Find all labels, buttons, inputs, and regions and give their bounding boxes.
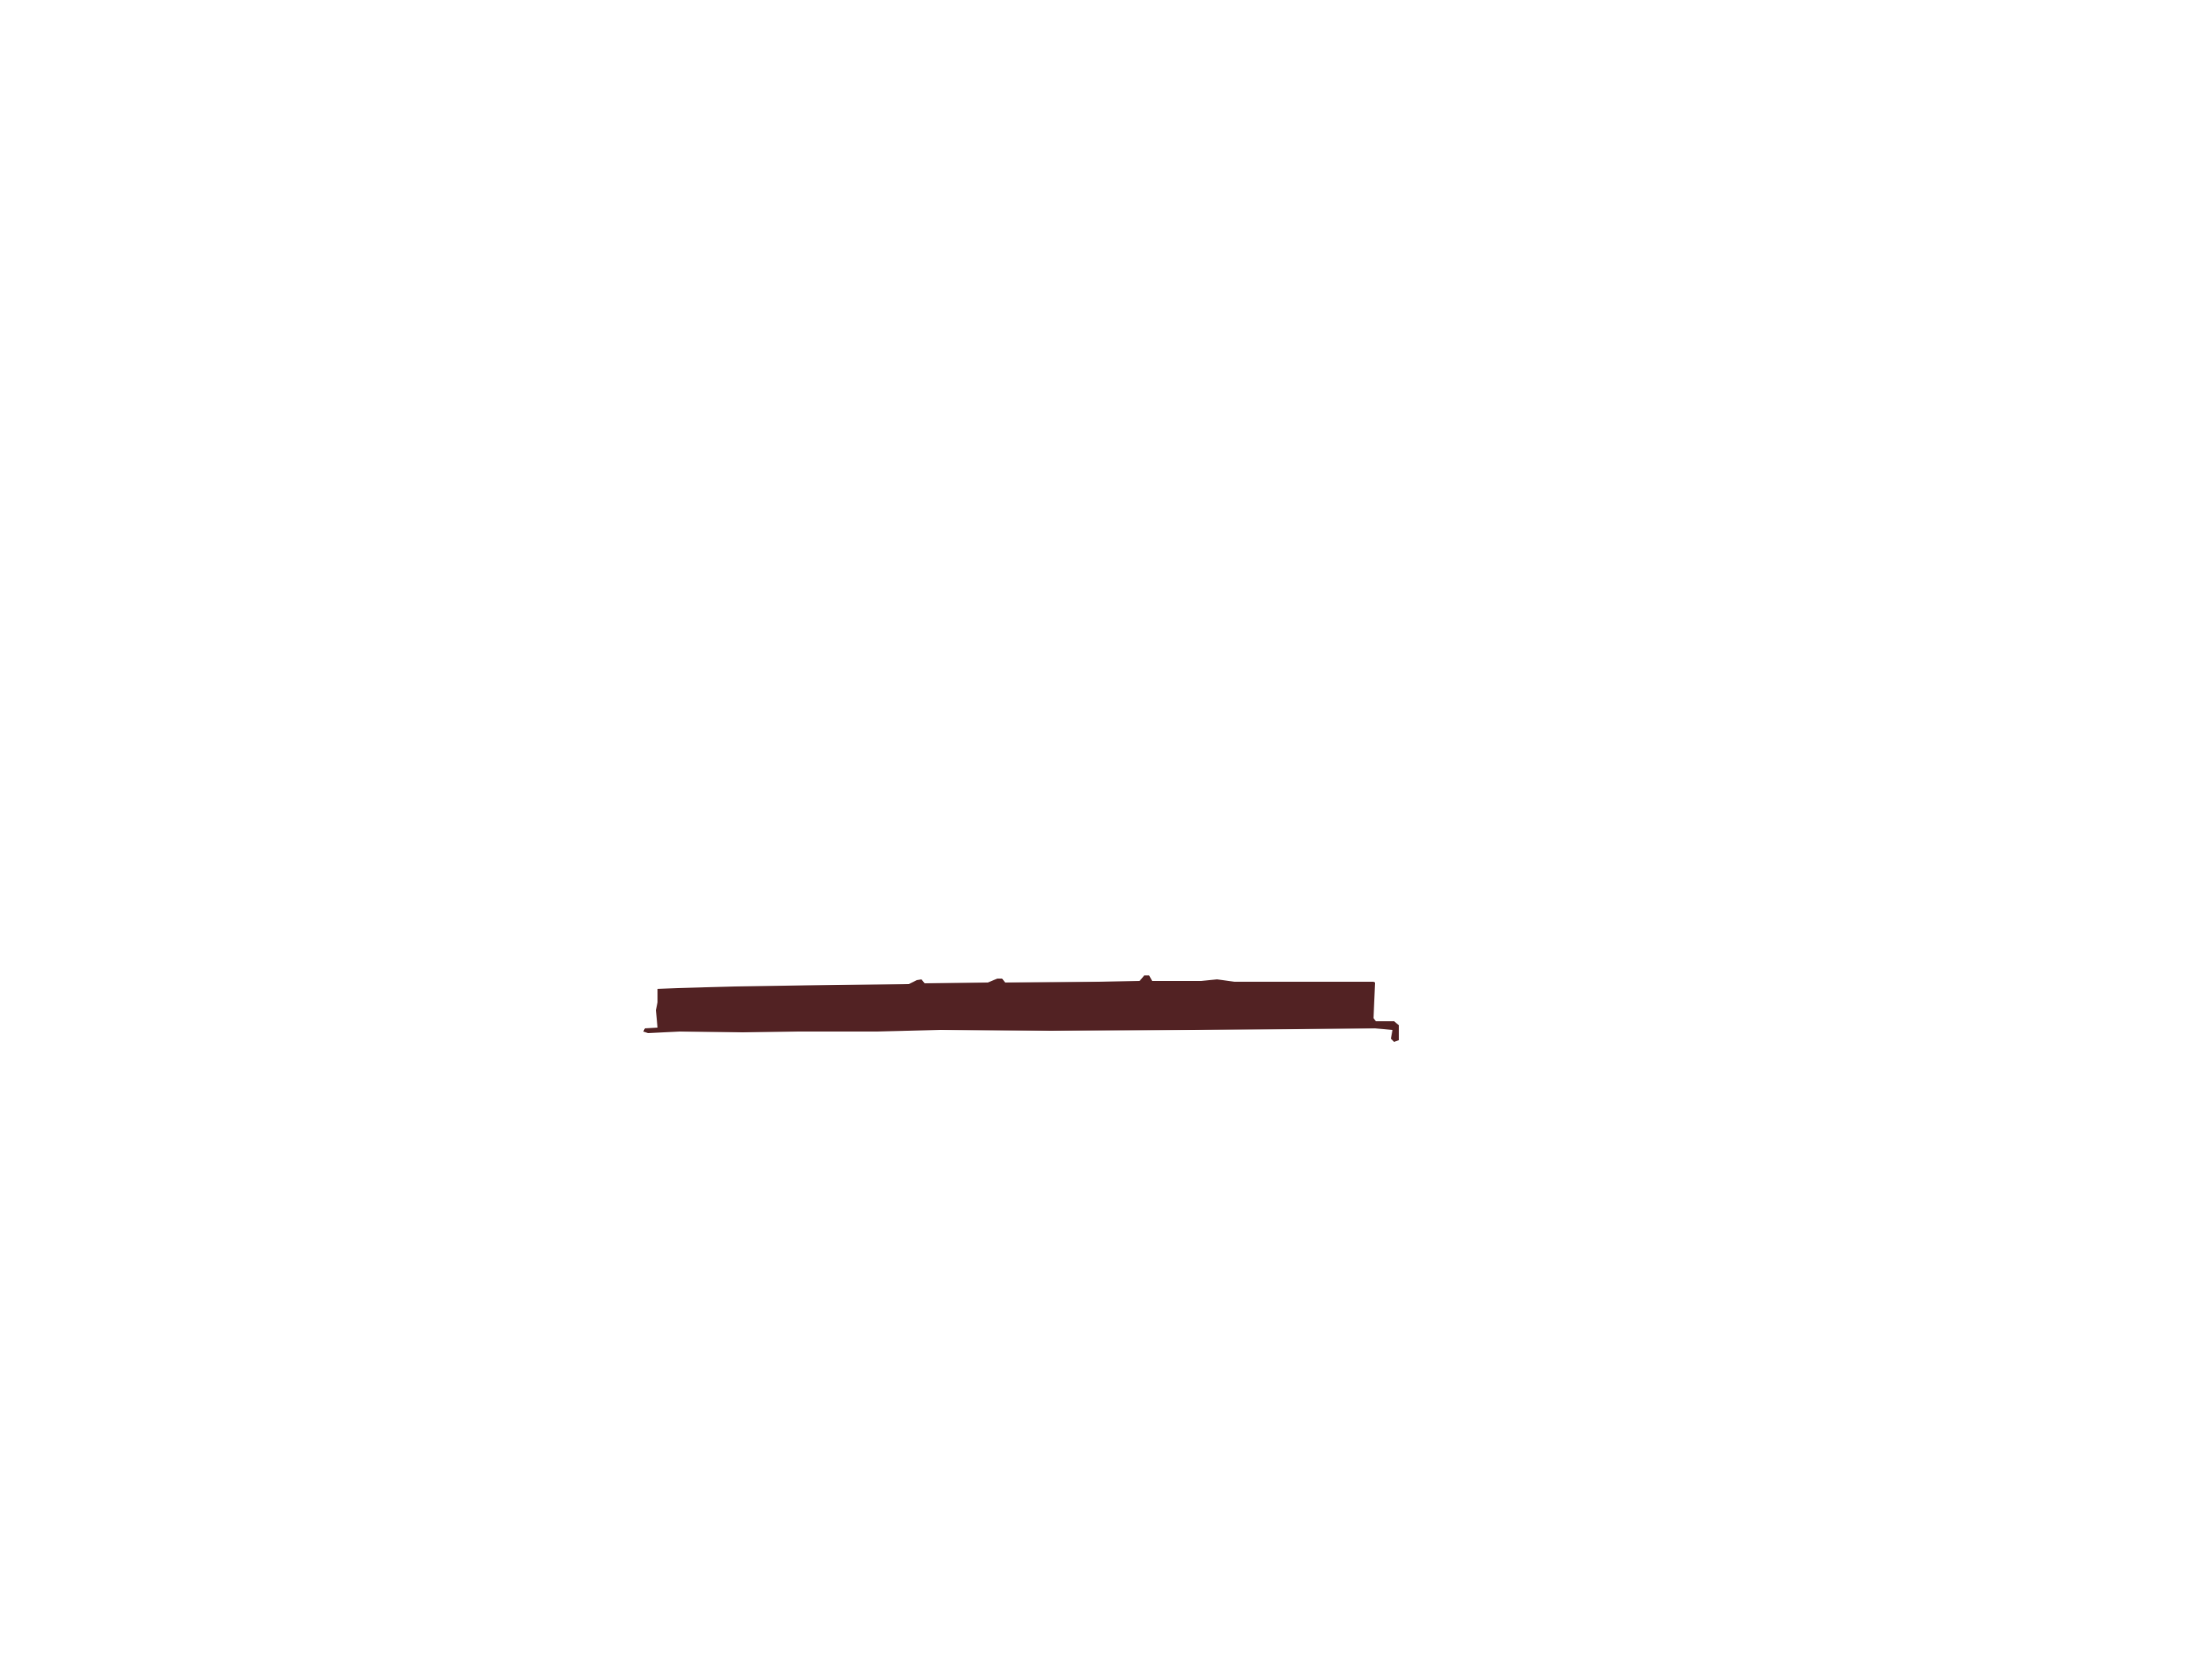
redaction-bar-shape: [643, 975, 1399, 1042]
redaction-bar-icon: [640, 972, 1415, 1055]
redaction-bar-path: [643, 975, 1399, 1042]
